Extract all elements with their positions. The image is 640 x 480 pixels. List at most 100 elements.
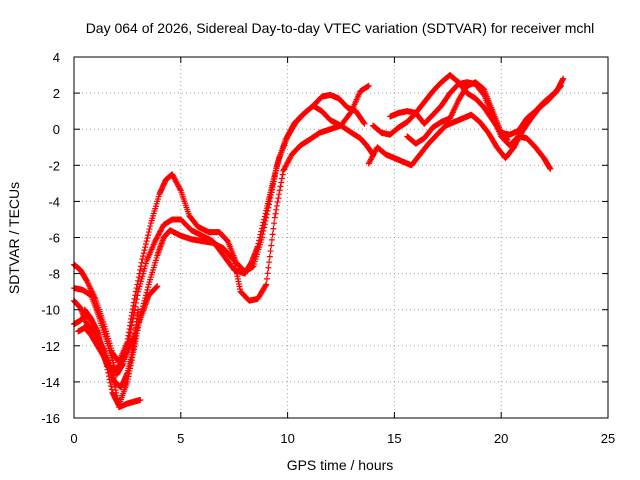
- series-trace-6: [81, 306, 142, 391]
- data-point: [260, 227, 267, 234]
- data-point: [264, 208, 271, 215]
- x-tick-label: 25: [601, 431, 615, 446]
- data-point: [137, 263, 144, 270]
- data-point: [132, 292, 139, 299]
- data-point: [136, 270, 143, 277]
- data-point: [276, 187, 283, 194]
- data-point: [145, 229, 152, 236]
- data-point: [139, 256, 146, 263]
- data-point: [106, 376, 113, 383]
- data-point: [177, 186, 184, 193]
- data-point: [272, 210, 279, 217]
- y-tick-label: -4: [48, 194, 60, 209]
- y-tick-label: -10: [41, 303, 60, 318]
- data-point: [143, 238, 150, 245]
- data-point: [263, 281, 270, 288]
- data-point: [154, 283, 161, 290]
- data-point: [137, 266, 144, 273]
- y-tick-label: 2: [53, 86, 60, 101]
- data-point: [264, 270, 271, 277]
- y-axis-label: SDTVAR / TECUs: [6, 182, 22, 294]
- data-point: [268, 236, 275, 243]
- data-point: [145, 284, 152, 291]
- data-point: [279, 171, 286, 178]
- data-point: [137, 396, 144, 403]
- data-point: [276, 191, 283, 198]
- data-point: [504, 137, 511, 144]
- data-point: [269, 231, 276, 238]
- series-trace-10: [404, 79, 511, 147]
- data-point: [271, 220, 278, 227]
- data-point: [258, 234, 265, 241]
- data-point: [153, 283, 160, 290]
- data-point: [130, 299, 137, 306]
- data-point: [135, 277, 142, 284]
- data-point: [273, 206, 280, 213]
- y-tick-label: 0: [53, 122, 60, 137]
- y-tick-label: -14: [41, 375, 60, 390]
- data-point: [132, 288, 139, 295]
- data-point: [141, 247, 148, 254]
- data-point: [142, 241, 149, 248]
- x-tick-labels: 0 5 10 15 20 25: [70, 431, 615, 446]
- data-point: [147, 223, 154, 230]
- x-tick-label: 5: [177, 431, 184, 446]
- data-point: [265, 204, 272, 211]
- x-tick-label: 0: [70, 431, 77, 446]
- data-point: [145, 232, 152, 239]
- x-axis-label: GPS time / hours: [287, 457, 394, 473]
- y-tick-label: -8: [48, 267, 60, 282]
- data-point: [134, 281, 141, 288]
- data-point: [259, 231, 266, 238]
- data-point: [265, 264, 272, 271]
- data-point: [142, 244, 149, 251]
- data-point: [135, 274, 142, 281]
- data-point: [263, 275, 270, 282]
- data-point: [266, 201, 273, 208]
- data-point: [146, 226, 153, 233]
- data-point: [140, 250, 147, 257]
- y-tick-label: 4: [53, 50, 60, 65]
- data-point: [266, 198, 273, 205]
- data-point: [274, 199, 281, 206]
- data-point: [557, 83, 564, 90]
- data-point: [560, 75, 567, 82]
- data-point: [262, 217, 269, 224]
- data-point: [558, 82, 565, 89]
- data-point: [261, 224, 268, 231]
- y-tick-label: -16: [41, 411, 60, 426]
- data-point: [270, 225, 277, 232]
- x-tick-label: 15: [387, 431, 401, 446]
- data-point: [273, 202, 280, 209]
- data-point: [547, 165, 554, 172]
- data-point: [266, 259, 273, 266]
- y-tick-label: -2: [48, 158, 60, 173]
- data-point: [263, 211, 270, 218]
- data-point: [271, 214, 278, 221]
- data-point: [108, 386, 115, 393]
- data-point: [108, 383, 115, 390]
- data-point: [144, 235, 151, 242]
- data-point: [275, 195, 282, 202]
- data-point: [361, 120, 368, 127]
- data-point: [266, 253, 273, 260]
- data-point: [133, 285, 140, 292]
- series-trace-2: [71, 91, 368, 366]
- data-point: [261, 221, 268, 228]
- data-point: [267, 248, 274, 255]
- data-point: [140, 253, 147, 260]
- data-point: [262, 282, 269, 289]
- data-point: [135, 306, 142, 313]
- data-point: [268, 242, 275, 249]
- data-points: [71, 72, 567, 411]
- y-tick-label: -12: [41, 339, 60, 354]
- x-tick-label: 10: [280, 431, 294, 446]
- data-point: [360, 119, 367, 126]
- x-tick-label: 20: [494, 431, 508, 446]
- chart-title: Day 064 of 2026, Sidereal Day-to-day VTE…: [86, 20, 595, 36]
- data-point: [131, 295, 138, 302]
- data-point: [144, 286, 151, 293]
- data-point: [365, 82, 372, 89]
